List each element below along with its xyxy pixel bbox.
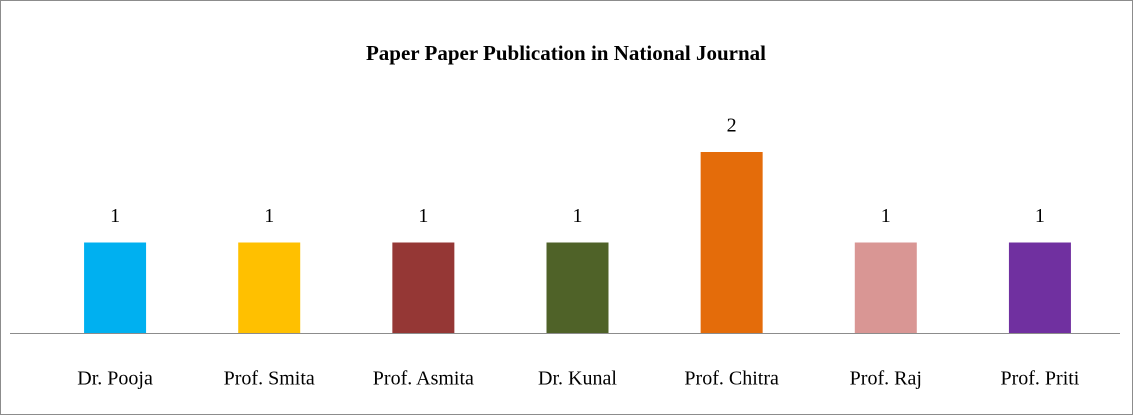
chart-title: Paper Paper Publication in National Jour… — [366, 41, 766, 65]
bar — [392, 242, 455, 333]
x-tick-label: Prof. Asmita — [373, 368, 474, 390]
bar — [854, 242, 917, 333]
x-tick-label: Prof. Raj — [850, 368, 922, 390]
bar — [700, 152, 763, 333]
data-label: 1 — [881, 205, 891, 227]
bar — [546, 242, 609, 333]
data-label: 1 — [1035, 205, 1045, 227]
data-label: 1 — [264, 205, 274, 227]
x-tick-label: Prof. Chitra — [684, 368, 779, 390]
bar — [238, 242, 301, 333]
bar — [1008, 242, 1071, 333]
data-label: 1 — [418, 205, 428, 227]
x-tick-label: Prof. Priti — [1000, 368, 1079, 390]
data-label: 2 — [727, 115, 737, 137]
bar — [84, 242, 147, 333]
x-tick-label: Dr. Kunal — [538, 368, 617, 390]
x-tick-label: Prof. Smita — [224, 368, 315, 390]
data-label: 1 — [110, 205, 120, 227]
data-label: 1 — [573, 205, 583, 227]
x-tick-label: Dr. Pooja — [77, 368, 153, 390]
